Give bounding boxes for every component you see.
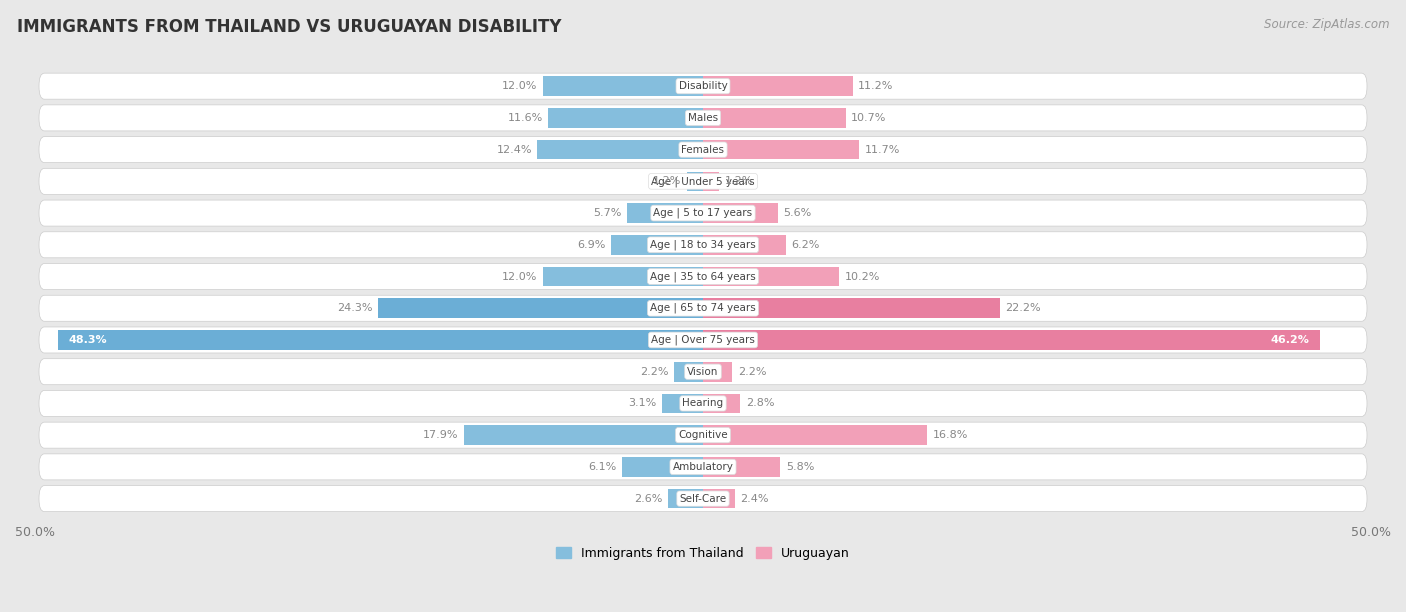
FancyBboxPatch shape — [39, 200, 1367, 226]
Text: 16.8%: 16.8% — [932, 430, 969, 440]
FancyBboxPatch shape — [39, 359, 1367, 385]
Bar — [662, 394, 703, 413]
Bar — [543, 76, 703, 96]
Bar — [703, 362, 733, 381]
Text: 24.3%: 24.3% — [337, 304, 373, 313]
FancyBboxPatch shape — [39, 390, 1367, 416]
Text: Ambulatory: Ambulatory — [672, 462, 734, 472]
Text: 6.1%: 6.1% — [588, 462, 616, 472]
Text: 2.6%: 2.6% — [634, 494, 662, 504]
Bar — [703, 235, 786, 255]
FancyBboxPatch shape — [39, 295, 1367, 321]
Bar — [621, 457, 703, 477]
Bar — [703, 171, 718, 191]
Text: 1.2%: 1.2% — [724, 176, 752, 186]
Text: Vision: Vision — [688, 367, 718, 377]
Bar — [703, 140, 859, 160]
Text: 2.2%: 2.2% — [738, 367, 766, 377]
Text: 22.2%: 22.2% — [1005, 304, 1040, 313]
Bar — [703, 394, 741, 413]
Text: 48.3%: 48.3% — [69, 335, 107, 345]
Bar — [464, 425, 703, 445]
Bar — [688, 171, 703, 191]
Text: Self-Care: Self-Care — [679, 494, 727, 504]
Bar — [673, 362, 703, 381]
Bar — [537, 140, 703, 160]
Text: 2.4%: 2.4% — [741, 494, 769, 504]
Text: 12.0%: 12.0% — [502, 272, 537, 282]
Text: 5.7%: 5.7% — [593, 208, 621, 218]
Bar — [703, 425, 928, 445]
FancyBboxPatch shape — [39, 105, 1367, 131]
Text: 11.6%: 11.6% — [508, 113, 543, 123]
Bar — [543, 267, 703, 286]
Bar — [548, 108, 703, 128]
Text: Age | 18 to 34 years: Age | 18 to 34 years — [650, 239, 756, 250]
Bar — [378, 299, 703, 318]
Bar — [703, 299, 1000, 318]
Text: 12.0%: 12.0% — [502, 81, 537, 91]
FancyBboxPatch shape — [39, 264, 1367, 289]
Text: IMMIGRANTS FROM THAILAND VS URUGUAYAN DISABILITY: IMMIGRANTS FROM THAILAND VS URUGUAYAN DI… — [17, 18, 561, 36]
Text: 2.8%: 2.8% — [745, 398, 775, 408]
Text: Age | 35 to 64 years: Age | 35 to 64 years — [650, 271, 756, 282]
Text: 46.2%: 46.2% — [1271, 335, 1309, 345]
Bar — [703, 457, 780, 477]
Bar — [703, 330, 1320, 350]
Text: Hearing: Hearing — [682, 398, 724, 408]
Legend: Immigrants from Thailand, Uruguayan: Immigrants from Thailand, Uruguayan — [551, 542, 855, 565]
Text: 6.2%: 6.2% — [792, 240, 820, 250]
Text: Age | 5 to 17 years: Age | 5 to 17 years — [654, 208, 752, 218]
Text: 5.6%: 5.6% — [783, 208, 811, 218]
Bar — [703, 267, 839, 286]
Bar — [58, 330, 703, 350]
Text: 17.9%: 17.9% — [423, 430, 458, 440]
FancyBboxPatch shape — [39, 422, 1367, 448]
Text: Source: ZipAtlas.com: Source: ZipAtlas.com — [1264, 18, 1389, 31]
Text: 1.2%: 1.2% — [654, 176, 682, 186]
Text: Cognitive: Cognitive — [678, 430, 728, 440]
Text: 3.1%: 3.1% — [628, 398, 657, 408]
Text: 11.2%: 11.2% — [858, 81, 893, 91]
Text: 2.2%: 2.2% — [640, 367, 668, 377]
Text: 12.4%: 12.4% — [496, 144, 531, 155]
FancyBboxPatch shape — [39, 73, 1367, 99]
Text: Males: Males — [688, 113, 718, 123]
Bar — [703, 203, 778, 223]
Text: Age | Under 5 years: Age | Under 5 years — [651, 176, 755, 187]
Text: Age | 65 to 74 years: Age | 65 to 74 years — [650, 303, 756, 313]
FancyBboxPatch shape — [39, 454, 1367, 480]
Bar — [703, 489, 735, 509]
Bar — [610, 235, 703, 255]
Text: 11.7%: 11.7% — [865, 144, 900, 155]
Text: Disability: Disability — [679, 81, 727, 91]
FancyBboxPatch shape — [39, 327, 1367, 353]
Text: 6.9%: 6.9% — [576, 240, 606, 250]
FancyBboxPatch shape — [39, 168, 1367, 195]
FancyBboxPatch shape — [39, 232, 1367, 258]
Bar — [703, 76, 852, 96]
Bar — [703, 108, 846, 128]
Text: 10.7%: 10.7% — [851, 113, 887, 123]
Text: 5.8%: 5.8% — [786, 462, 814, 472]
FancyBboxPatch shape — [39, 485, 1367, 512]
Text: 10.2%: 10.2% — [845, 272, 880, 282]
Bar — [668, 489, 703, 509]
Text: Age | Over 75 years: Age | Over 75 years — [651, 335, 755, 345]
Text: Females: Females — [682, 144, 724, 155]
FancyBboxPatch shape — [39, 136, 1367, 163]
Bar — [627, 203, 703, 223]
